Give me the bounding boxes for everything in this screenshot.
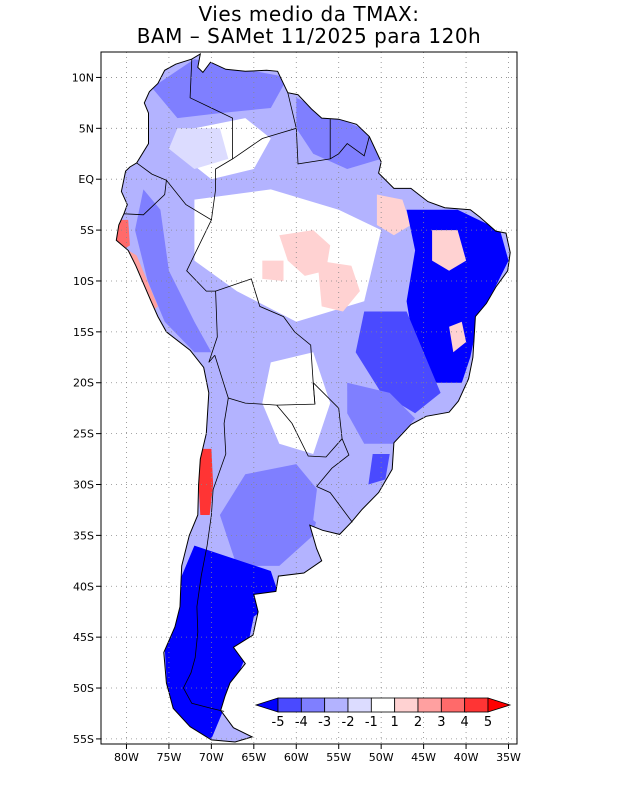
y-tick-label: EQ bbox=[78, 173, 94, 186]
colorbar-box bbox=[347, 697, 372, 713]
land-bias-field bbox=[115, 52, 511, 743]
colorbar-box bbox=[324, 697, 349, 713]
y-tick-label: 50S bbox=[73, 682, 94, 695]
colorbar-label: -2 bbox=[342, 715, 355, 730]
bias-patch-ne-brazil-blue bbox=[406, 209, 509, 383]
coastline bbox=[115, 52, 511, 743]
y-tick-label: 10S bbox=[73, 275, 94, 288]
y-tick-label: 25S bbox=[73, 428, 94, 441]
colorbar-label: -1 bbox=[365, 715, 378, 730]
y-tick-label: 15S bbox=[73, 326, 94, 339]
colorbar-label: -5 bbox=[272, 715, 285, 730]
y-tick-label: 5N bbox=[79, 122, 94, 135]
x-tick-label: 45W bbox=[411, 751, 436, 764]
bias-patch-mato-grosso-red bbox=[317, 260, 360, 312]
colorbar-label: 4 bbox=[461, 715, 469, 730]
colorbar-box bbox=[394, 697, 419, 713]
colorbar-label: 3 bbox=[437, 715, 445, 730]
bias-patch-bahia-pink bbox=[449, 321, 467, 353]
country-border bbox=[232, 92, 297, 160]
country-border bbox=[312, 382, 316, 405]
lat-lon-grid bbox=[101, 52, 517, 744]
x-tick-label: 35W bbox=[496, 751, 521, 764]
colorbar-label: -3 bbox=[318, 715, 331, 730]
colorbar-label: 5 bbox=[484, 715, 492, 730]
y-tick-label: 40S bbox=[73, 580, 94, 593]
x-tick-label: 60W bbox=[284, 751, 309, 764]
bias-patch-chile-red bbox=[198, 448, 214, 515]
colorbar-high-arrow bbox=[487, 697, 512, 713]
bias-patch-para-red bbox=[376, 194, 411, 236]
y-tick-label: 20S bbox=[73, 377, 94, 390]
x-tick-label: 70W bbox=[199, 751, 224, 764]
x-tick-label: 55W bbox=[326, 751, 351, 764]
bias-patch-s-brazil-blue bbox=[368, 454, 390, 485]
colorbar: -5 -4 -3 -2 -1 1 2 3 4 5 bbox=[254, 697, 512, 730]
x-tick-label: 65W bbox=[241, 751, 266, 764]
map-frame bbox=[100, 51, 518, 745]
colorbar-box bbox=[464, 697, 489, 713]
bias-patch-uruguay-light bbox=[313, 484, 356, 534]
bias-patch-n-coast-blue bbox=[151, 59, 288, 119]
map-title-line2: BAM – SAMet 11/2025 para 120h bbox=[136, 24, 482, 48]
colorbar-box bbox=[440, 697, 466, 713]
country-borders bbox=[123, 59, 370, 712]
colorbar-box bbox=[277, 697, 302, 713]
country-border bbox=[123, 162, 167, 216]
bias-patch-colombia-llanos bbox=[168, 128, 229, 169]
country-border bbox=[295, 128, 370, 165]
country-border bbox=[316, 438, 350, 487]
x-tick-label: 50W bbox=[369, 751, 394, 764]
colorbar-box bbox=[370, 697, 396, 713]
bias-field bbox=[116, 59, 509, 739]
colorbar-low-arrow bbox=[254, 697, 279, 713]
colorbar-label: 1 bbox=[391, 715, 399, 730]
y-tick-label: 10N bbox=[72, 71, 94, 84]
country-border bbox=[316, 486, 353, 523]
bias-patch-argentina-mid bbox=[219, 464, 322, 566]
y-tick-label: 30S bbox=[73, 479, 94, 492]
colorbar-box bbox=[417, 697, 442, 713]
bias-patch-amazon-red bbox=[279, 230, 331, 276]
colorbar-label: 2 bbox=[414, 715, 422, 730]
country-border bbox=[214, 278, 316, 406]
bias-patch-se-brazil-mid bbox=[347, 382, 416, 444]
bias-patch-central-brazil-blue bbox=[355, 311, 441, 414]
x-tick-label: 40W bbox=[454, 751, 479, 764]
bias-patch-patagonia-blue bbox=[164, 545, 280, 739]
x-tick-label: 75W bbox=[156, 751, 181, 764]
country-border bbox=[189, 59, 233, 220]
y-tick-label: 55S bbox=[73, 733, 94, 746]
bias-patch-rondonia-red bbox=[262, 260, 284, 281]
y-tick-label: 45S bbox=[73, 631, 94, 644]
country-border bbox=[276, 382, 343, 458]
colorbar-box bbox=[300, 697, 326, 713]
bias-patch-andes-blue bbox=[135, 189, 212, 353]
colorbar-label: -4 bbox=[295, 715, 308, 730]
y-tick-label: 35S bbox=[73, 529, 94, 542]
bias-patch-ne-pink bbox=[432, 230, 467, 271]
map-title-line1: Vies medio da TMAX: bbox=[198, 2, 420, 26]
y-tick-label: 5S bbox=[80, 224, 94, 237]
country-border bbox=[166, 179, 218, 363]
bias-patch-guianas-blue bbox=[296, 97, 382, 169]
country-border bbox=[182, 397, 229, 712]
x-tick-label: 80W bbox=[114, 751, 139, 764]
